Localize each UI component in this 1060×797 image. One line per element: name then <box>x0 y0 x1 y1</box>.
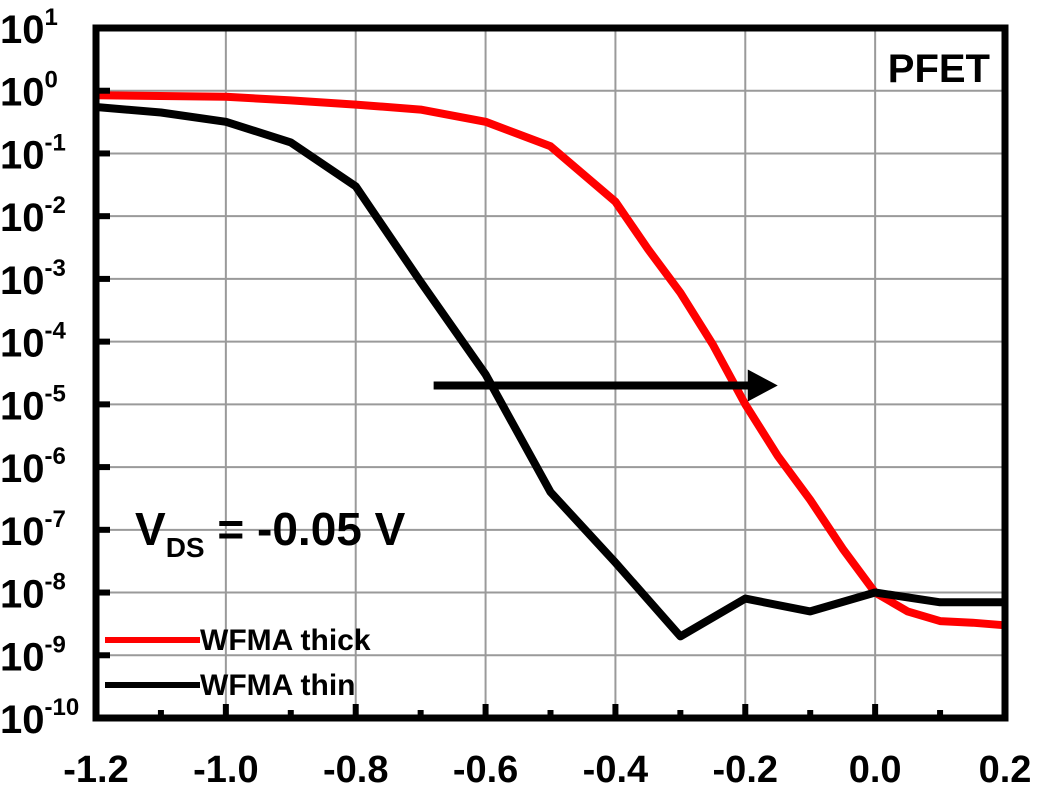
x-tick-labels: -1.2 -1.0 -0.8 -0.6 -0.4 -0.2 0.0 0.2 <box>63 749 1031 791</box>
series-line-0 <box>95 91 1006 630</box>
y-tick-base: 10 <box>0 8 45 52</box>
y-tick-exponent: 0 <box>45 67 58 94</box>
y-tick-exponent: -5 <box>45 380 66 407</box>
y-tick-label: 10-7 <box>0 506 66 554</box>
y-tick-exponent: -8 <box>45 569 66 596</box>
x-tick-label: -0.6 <box>453 749 518 791</box>
y-tick-base: 10 <box>0 71 45 115</box>
y-tick-label: 10-9 <box>0 631 66 679</box>
y-tick-label: 10-3 <box>0 255 66 303</box>
tick-marks <box>93 25 1008 721</box>
vds-value: = -0.05 V <box>205 503 406 555</box>
y-tick-exponent: -4 <box>45 318 67 345</box>
device-label: PFET <box>888 47 990 91</box>
y-tick-base: 10 <box>0 259 45 303</box>
series-line-1 <box>95 103 1005 641</box>
y-tick-base: 10 <box>0 133 45 177</box>
vds-main: V <box>135 503 166 555</box>
shift-arrow <box>433 369 778 402</box>
x-tick-label: -1.2 <box>63 749 128 791</box>
arrow-head <box>747 369 778 402</box>
y-tick-exponent: -2 <box>45 192 66 219</box>
y-tick-labels: 10110010-110-210-310-410-510-610-710-810… <box>0 4 79 742</box>
y-tick-base: 10 <box>0 447 45 491</box>
x-tick-label: -0.8 <box>323 749 388 791</box>
y-tick-exponent: -10 <box>45 694 80 721</box>
y-tick-base: 10 <box>0 322 45 366</box>
y-tick-label: 10-1 <box>0 129 66 177</box>
y-tick-base: 10 <box>0 510 45 554</box>
y-tick-label: 10-6 <box>0 443 66 491</box>
y-tick-exponent: -9 <box>45 631 66 658</box>
x-tick-label: 0.0 <box>849 749 902 791</box>
y-tick-label: 10-10 <box>0 694 79 742</box>
y-tick-base: 10 <box>0 196 45 240</box>
y-tick-base: 10 <box>0 635 45 679</box>
y-tick-exponent: 1 <box>45 4 58 31</box>
legend: WFMA thick WFMA thin <box>105 624 371 702</box>
x-tick-label: 0.2 <box>979 749 1032 791</box>
x-tick-label: -0.4 <box>583 749 648 791</box>
legend-label-thick: WFMA thick <box>200 624 371 657</box>
y-tick-exponent: -1 <box>45 129 66 156</box>
y-tick-label: 10-4 <box>0 318 66 366</box>
plot-frame <box>92 24 1009 722</box>
y-tick-exponent: -6 <box>45 443 66 470</box>
vds-annotation: VDS = -0.05 V <box>135 503 406 563</box>
y-tick-label: 10-2 <box>0 192 66 240</box>
x-tick-label: -0.2 <box>713 749 778 791</box>
y-tick-exponent: -3 <box>45 255 66 282</box>
y-tick-base: 10 <box>0 573 45 617</box>
y-tick-base: 10 <box>0 698 45 742</box>
x-tick-label: -1.0 <box>193 749 258 791</box>
series-group <box>95 91 1006 641</box>
y-tick-label: 10-5 <box>0 380 66 428</box>
legend-label-thin: WFMA thin <box>200 669 356 702</box>
y-tick-label: 100 <box>0 67 58 115</box>
vds-subscript: DS <box>166 532 205 563</box>
grid-lines <box>95 27 1006 719</box>
y-tick-label: 101 <box>0 4 58 52</box>
y-tick-label: 10-8 <box>0 569 66 617</box>
y-tick-exponent: -7 <box>45 506 66 533</box>
y-tick-base: 10 <box>0 384 45 428</box>
